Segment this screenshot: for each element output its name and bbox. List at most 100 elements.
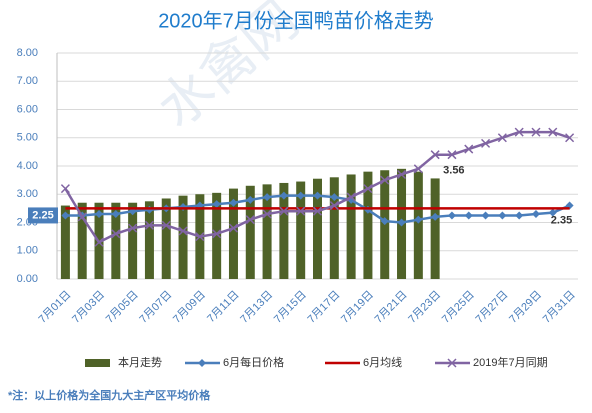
legend-label: 2019年7月同期 — [473, 355, 548, 369]
x-tick-label: 7月27日 — [474, 289, 511, 326]
x-tick-label: 7月09日 — [171, 289, 208, 326]
x-tick-label: 7月31日 — [541, 289, 578, 326]
marker — [548, 208, 557, 217]
marker — [198, 359, 206, 367]
x-tick-label: 7月05日 — [104, 289, 141, 326]
legend-label: 6月均线 — [363, 355, 402, 369]
label-box — [28, 207, 58, 224]
marker — [279, 206, 289, 216]
marker — [296, 206, 306, 216]
y-tick-label: 1.00 — [17, 245, 38, 257]
marker — [531, 127, 541, 137]
marker — [515, 211, 524, 220]
bar — [430, 178, 440, 279]
x-tick-label: 7月17日 — [305, 289, 342, 326]
marker — [397, 169, 407, 180]
bar — [262, 184, 272, 279]
marker — [178, 226, 188, 236]
bar — [296, 181, 306, 279]
marker — [497, 133, 507, 143]
marker — [161, 220, 171, 230]
bar — [128, 202, 138, 279]
marker — [447, 150, 457, 160]
marker — [212, 229, 222, 239]
marker — [464, 211, 473, 220]
marker — [565, 133, 575, 143]
marker — [195, 232, 205, 242]
marker — [447, 211, 456, 220]
marker — [262, 209, 272, 219]
marker — [397, 218, 406, 227]
marker — [498, 211, 507, 220]
y-tick-label: 6.00 — [17, 103, 38, 115]
data-label: 3.56 — [443, 164, 464, 176]
bar — [346, 174, 356, 279]
legend-swatch — [85, 359, 110, 367]
marker — [263, 193, 272, 202]
bar — [212, 192, 222, 279]
marker — [481, 138, 491, 148]
marker — [128, 223, 138, 233]
marker — [212, 200, 221, 209]
marker — [464, 144, 474, 154]
x-tick-label: 7月21日 — [373, 289, 410, 326]
x-tick-label: 7月25日 — [440, 289, 477, 326]
y-tick-label: 5.00 — [17, 132, 38, 144]
bar — [313, 178, 322, 279]
marker — [380, 175, 390, 185]
marker — [414, 215, 423, 224]
data-label: 2.35 — [551, 215, 572, 227]
marker — [229, 198, 238, 207]
marker — [94, 237, 104, 247]
bar — [329, 177, 339, 279]
marker — [514, 127, 524, 137]
marker — [431, 212, 440, 221]
footnote: *注：以上价格为全国九大主产区平均价格 — [8, 388, 211, 402]
bar — [111, 202, 121, 279]
bar — [279, 182, 289, 279]
marker — [548, 127, 558, 137]
marker — [531, 210, 540, 219]
legend-label: 本月走势 — [118, 355, 162, 369]
bar — [178, 195, 188, 279]
y-tick-label: 8.00 — [17, 47, 38, 59]
marker — [481, 211, 490, 220]
data-label: 2.25 — [32, 209, 53, 221]
marker — [363, 184, 373, 194]
marker — [245, 215, 255, 225]
marker — [246, 195, 255, 204]
bar — [60, 205, 70, 279]
marker — [144, 220, 154, 230]
marker — [346, 192, 356, 202]
x-tick-label: 7月13日 — [238, 289, 275, 326]
legend-label: 6月每日价格 — [223, 355, 284, 369]
y-tick-label: 7.00 — [17, 75, 38, 87]
marker — [380, 217, 389, 226]
bar — [144, 201, 154, 279]
marker — [111, 229, 121, 239]
y-tick-label: 0.00 — [17, 273, 38, 285]
marker — [60, 184, 70, 194]
x-tick-label: 7月19日 — [339, 289, 376, 326]
x-tick-label: 7月11日 — [205, 289, 241, 325]
x-tick-label: 7月03日 — [70, 289, 107, 326]
marker — [447, 358, 457, 368]
marker — [228, 223, 238, 233]
marker — [329, 201, 339, 211]
x-tick-label: 7月07日 — [137, 289, 174, 326]
x-tick-label: 7月29日 — [507, 289, 544, 326]
marker — [313, 191, 322, 200]
x-tick-label: 7月01日 — [37, 289, 74, 326]
bar — [161, 198, 171, 279]
marker — [279, 191, 288, 200]
marker — [296, 191, 305, 200]
y-tick-label: 4.00 — [17, 160, 38, 172]
marker — [413, 164, 423, 174]
bar — [413, 171, 423, 279]
marker — [77, 212, 87, 222]
marker — [430, 150, 440, 160]
y-tick-label: 3.00 — [17, 188, 38, 200]
chart-title: 2020年7月份全国鸭苗价格走势 — [158, 9, 434, 32]
marker — [111, 210, 120, 219]
